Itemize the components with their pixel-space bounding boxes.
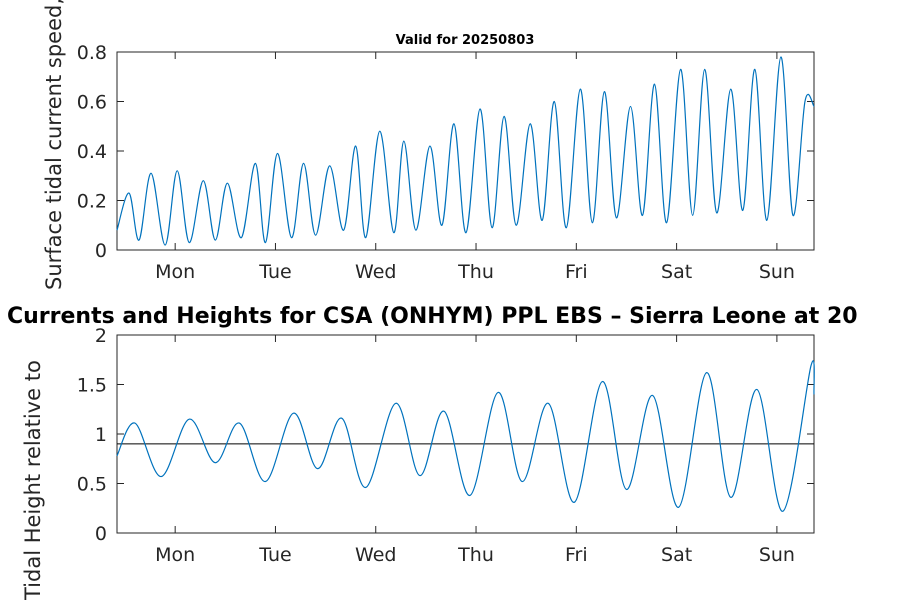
tidal-height-x-tick-label: Sun (759, 544, 795, 566)
current-speed-x-tick-label: Tue (258, 261, 291, 283)
tidal-height-x-tick-label: Tue (258, 544, 291, 566)
current-speed-x-tick-label: Sun (759, 261, 795, 283)
current-speed-chart-title: Valid for 20250803 (396, 33, 535, 48)
current-speed-series-line (116, 56, 815, 246)
current-speed-x-tick-label: Mon (155, 261, 195, 283)
current-speed-y-tick-label: 0.8 (77, 42, 107, 64)
current-speed-y-tick-label: 0.4 (77, 141, 107, 163)
tidal-height-y-tick-label: 0.5 (77, 474, 107, 496)
tidal-height-x-ticks: Mon Tue Wed Thu Fri Sat Sun (155, 335, 795, 566)
current-speed-y-tick-label: 0.6 (77, 92, 107, 114)
tidal-height-x-tick-label: Wed (355, 544, 396, 566)
current-speed-x-ticks: Mon Tue Wed Thu Fri Sat Sun (155, 52, 795, 283)
current-speed-y-ticks: 0 0.2 0.4 0.6 0.8 (77, 42, 814, 262)
tidal-height-x-tick-label: Fri (565, 544, 588, 566)
current-speed-x-tick-label: Fri (565, 261, 588, 283)
current-speed-y-tick-label: 0 (95, 240, 107, 262)
tidal-height-y-axis-label: Tidal Height relative to (21, 360, 45, 600)
tidal-height-x-tick-label: Thu (457, 544, 494, 566)
tidal-height-axes: 0 0.5 1 1.5 2 Mon Tue Wed Thu Fri Sat Sun (77, 325, 815, 566)
tidal-height-y-tick-label: 1.5 (77, 375, 107, 397)
current-speed-x-tick-label: Thu (457, 261, 494, 283)
current-speed-x-tick-label: Wed (355, 261, 396, 283)
tidal-height-y-tick-label: 1 (95, 424, 107, 446)
tidal-height-y-ticks: 0 0.5 1 1.5 2 (77, 325, 814, 545)
tidal-height-y-tick-label: 0 (95, 523, 107, 545)
tidal-height-plot-area (116, 334, 815, 534)
current-speed-axes: 0 0.2 0.4 0.6 0.8 Mon Tue Wed Thu Fri Sat Sun Vali… (77, 33, 815, 283)
current-speed-plot-area (116, 51, 815, 251)
current-speed-x-tick-label: Sat (661, 261, 692, 283)
figure-title: Currents and Heights for CSA (ONHYM) PPL… (7, 304, 858, 329)
tidal-height-series-line (116, 360, 815, 512)
current-speed-y-tick-label: 0.2 (77, 191, 107, 213)
tidal-height-x-tick-label: Sat (661, 544, 692, 566)
current-speed-y-axis-label: Surface tidal current speed, kn (42, 0, 66, 290)
tidal-height-x-tick-label: Mon (155, 544, 195, 566)
tidal-height-y-tick-label: 2 (95, 325, 107, 347)
